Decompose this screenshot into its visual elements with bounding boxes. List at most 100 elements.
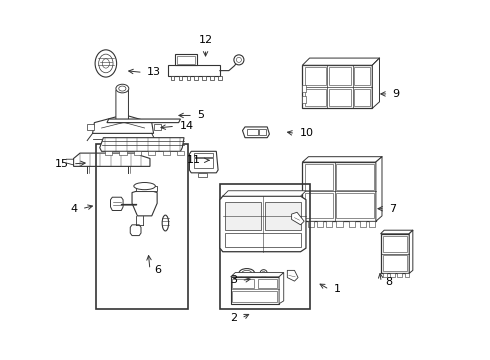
Text: 10: 10 — [299, 129, 314, 138]
Bar — [405, 273, 409, 277]
Text: 13: 13 — [147, 67, 161, 77]
Bar — [265, 202, 300, 230]
Polygon shape — [132, 192, 157, 216]
Text: 7: 7 — [389, 204, 396, 214]
Ellipse shape — [242, 270, 252, 276]
Bar — [337, 193, 374, 219]
Polygon shape — [381, 230, 413, 234]
Bar — [171, 76, 174, 80]
Bar — [337, 221, 343, 226]
Bar — [202, 76, 206, 80]
Bar — [397, 273, 402, 277]
Bar — [302, 96, 306, 103]
Bar — [163, 151, 170, 155]
Bar — [136, 186, 157, 192]
Polygon shape — [74, 153, 150, 166]
Bar — [232, 291, 277, 302]
Polygon shape — [279, 273, 284, 304]
Bar — [179, 76, 182, 80]
Bar — [317, 221, 323, 226]
Bar — [195, 76, 198, 80]
Polygon shape — [66, 159, 74, 165]
Bar — [231, 277, 279, 304]
Bar — [105, 151, 112, 155]
Ellipse shape — [98, 54, 113, 73]
Bar — [177, 56, 195, 64]
Bar — [383, 255, 407, 271]
Bar — [337, 164, 374, 190]
Ellipse shape — [239, 269, 255, 278]
Bar — [329, 67, 351, 85]
Polygon shape — [302, 157, 382, 162]
Polygon shape — [223, 191, 306, 196]
Polygon shape — [111, 197, 123, 211]
Bar — [232, 279, 254, 288]
Polygon shape — [243, 127, 270, 138]
Ellipse shape — [116, 84, 129, 93]
Polygon shape — [168, 65, 220, 76]
Text: 1: 1 — [334, 284, 341, 294]
Bar — [134, 151, 141, 155]
Polygon shape — [93, 116, 153, 134]
Ellipse shape — [234, 55, 244, 65]
Ellipse shape — [162, 215, 169, 231]
Polygon shape — [220, 196, 306, 252]
Text: 4: 4 — [71, 204, 77, 214]
Bar — [220, 184, 310, 309]
Text: 8: 8 — [386, 277, 392, 287]
Bar — [148, 151, 155, 155]
Bar — [259, 129, 266, 135]
Polygon shape — [100, 138, 184, 151]
Bar — [390, 273, 394, 277]
Bar — [302, 65, 372, 108]
Bar — [194, 158, 214, 168]
Text: 3: 3 — [230, 275, 237, 285]
Polygon shape — [116, 89, 128, 123]
Bar — [305, 164, 333, 190]
Polygon shape — [231, 273, 284, 277]
Polygon shape — [409, 230, 413, 273]
Polygon shape — [292, 212, 304, 225]
Bar — [383, 273, 388, 277]
Bar — [381, 234, 409, 273]
Bar — [349, 221, 355, 226]
Polygon shape — [87, 125, 95, 130]
Bar — [187, 76, 190, 80]
Ellipse shape — [119, 86, 126, 91]
Bar — [210, 76, 214, 80]
Text: 15: 15 — [54, 159, 69, 169]
Bar — [308, 221, 314, 226]
Bar — [258, 279, 277, 288]
Bar — [305, 89, 326, 107]
Bar — [218, 76, 221, 80]
Polygon shape — [130, 225, 141, 235]
Polygon shape — [107, 119, 180, 123]
Bar — [305, 67, 326, 85]
Polygon shape — [287, 270, 298, 281]
Bar — [383, 236, 407, 252]
Bar — [198, 173, 207, 177]
Text: 14: 14 — [179, 121, 194, 131]
Polygon shape — [302, 58, 379, 65]
Bar — [247, 129, 258, 135]
Text: 6: 6 — [154, 265, 161, 275]
Bar — [305, 193, 333, 219]
Ellipse shape — [102, 59, 109, 68]
Ellipse shape — [134, 183, 155, 190]
Bar — [120, 151, 126, 155]
Polygon shape — [153, 125, 161, 130]
Bar — [194, 153, 214, 157]
Bar — [302, 85, 306, 92]
Bar — [368, 221, 375, 226]
Ellipse shape — [95, 50, 117, 77]
Bar — [329, 89, 351, 107]
Polygon shape — [190, 151, 218, 173]
Bar — [225, 202, 261, 230]
Text: 9: 9 — [393, 89, 400, 99]
Bar — [360, 221, 366, 226]
Bar — [177, 151, 184, 155]
Bar — [175, 54, 196, 65]
Text: 2: 2 — [230, 313, 237, 323]
Bar — [354, 67, 370, 85]
Text: 5: 5 — [197, 111, 204, 121]
